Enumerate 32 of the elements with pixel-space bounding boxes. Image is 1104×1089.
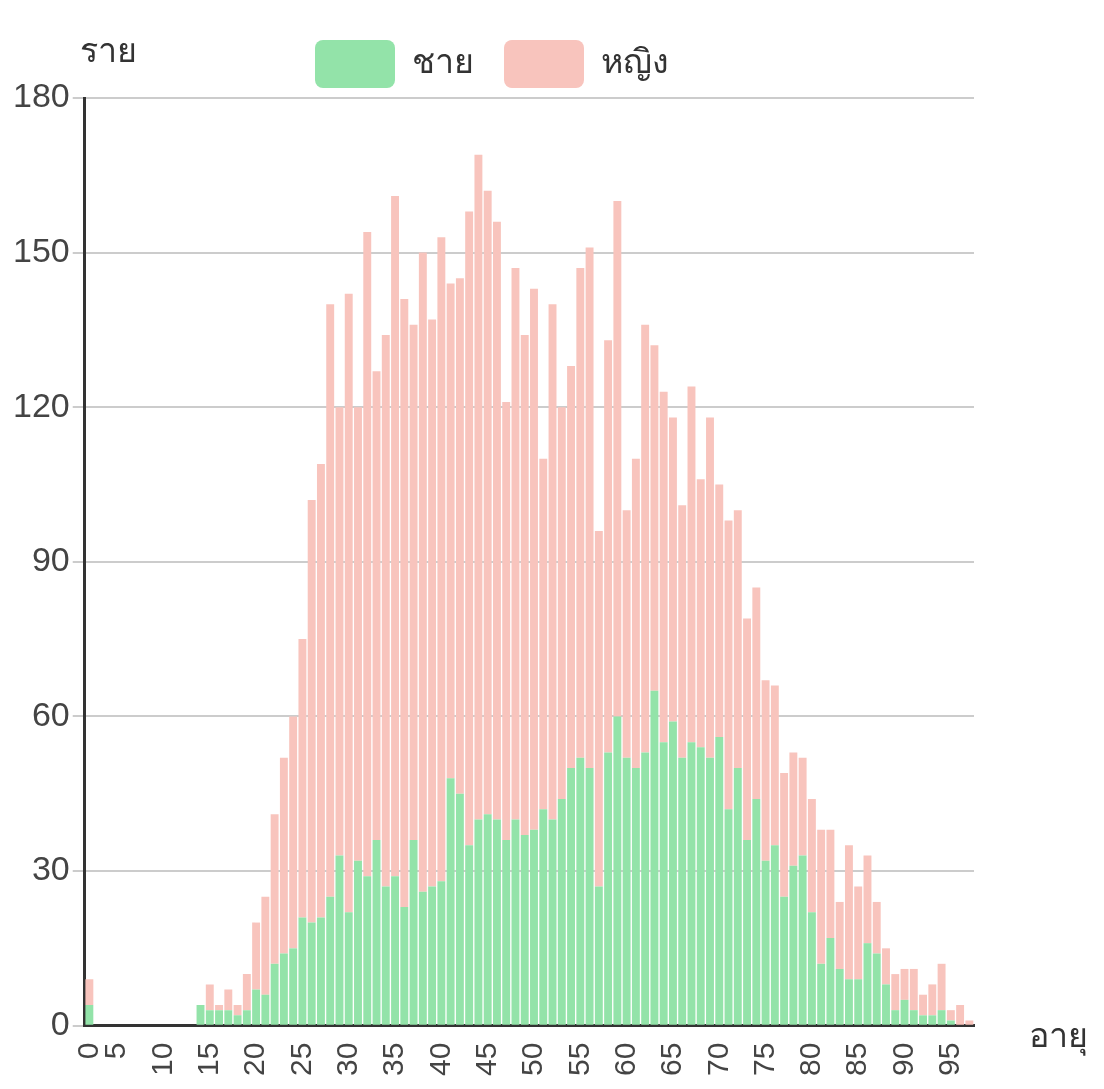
x-tick-label: 65 (654, 1042, 688, 1077)
bar (937, 963, 946, 1011)
y-tick-label: 120 (12, 385, 70, 424)
x-axis-title: อายุ (1029, 1016, 1088, 1057)
x-tick-label: 35 (376, 1042, 410, 1077)
x-tick-label: 30 (330, 1042, 363, 1077)
x-tick-label: 40 (422, 1042, 456, 1077)
x-tick-label: 55 (561, 1042, 595, 1077)
x-tick-label: 85 (839, 1042, 873, 1077)
y-tick-label: 60 (31, 694, 70, 733)
x-tick-label: 75 (746, 1042, 780, 1077)
bar (85, 979, 94, 1006)
y-tick-label: 180 (12, 76, 70, 115)
x-tick-label: 10 (144, 1042, 178, 1077)
legend-label: ชาย (412, 42, 474, 81)
bar (196, 1005, 205, 1025)
y-tick-label: 30 (31, 849, 70, 888)
y-tick-label: 150 (12, 230, 70, 269)
x-tick-label: 90 (885, 1042, 919, 1077)
legend-label: หญิง (601, 42, 669, 82)
y-axis-title: ราย (80, 31, 137, 70)
x-tick-label: 80 (793, 1042, 827, 1077)
x-tick-label: 20 (237, 1042, 271, 1077)
x-tick-label: 95 (932, 1042, 966, 1077)
x-tick-label: 15 (191, 1042, 225, 1077)
bar (85, 1005, 94, 1025)
x-tick-label: 45 (468, 1042, 502, 1077)
x-tick-label: 60 (607, 1042, 641, 1077)
y-tick-label: 90 (31, 540, 70, 579)
x-tick-label: 25 (283, 1042, 317, 1077)
x-tick-label: 70 (700, 1042, 734, 1077)
x-tick-label: 50 (515, 1042, 549, 1077)
